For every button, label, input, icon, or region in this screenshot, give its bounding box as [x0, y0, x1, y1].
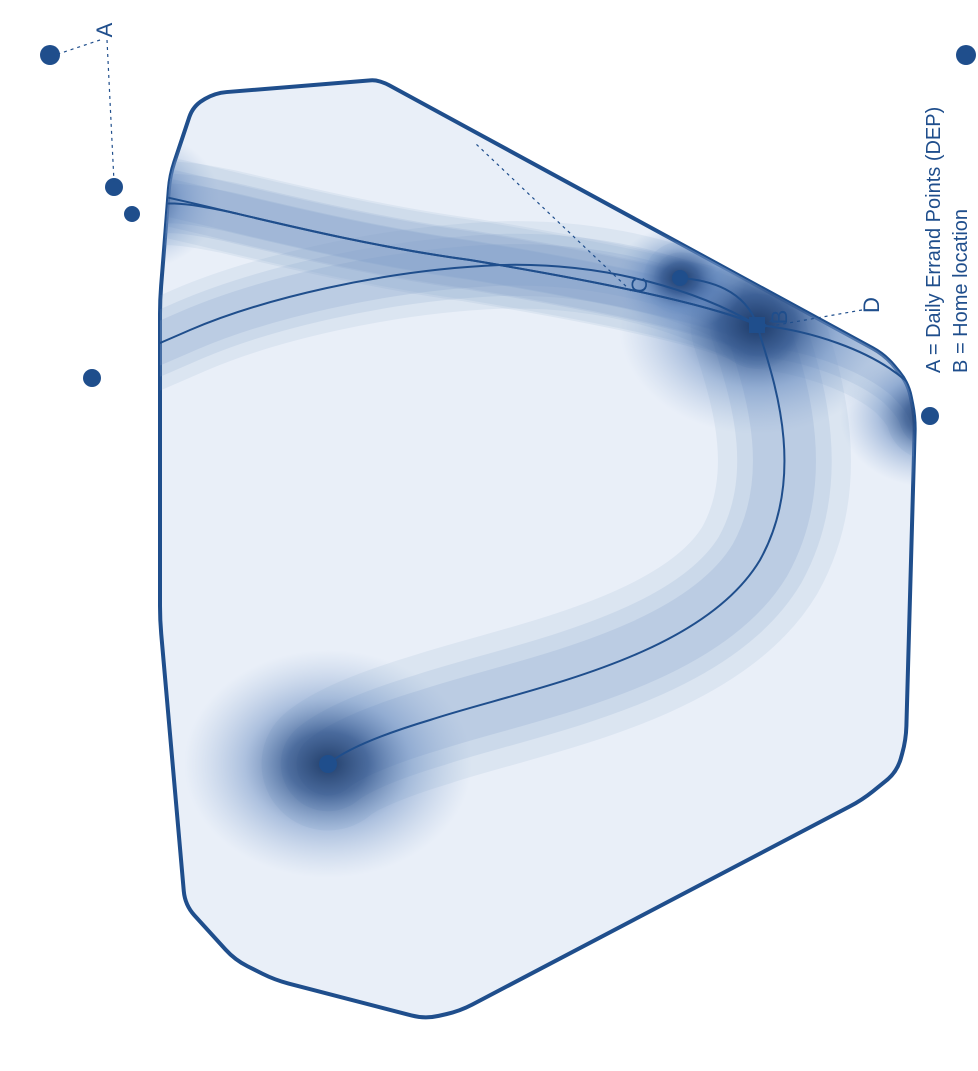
annotation-label-a: A: [92, 23, 118, 38]
legend: A = Daily Errand Points (DEP) B = Home l…: [921, 47, 978, 373]
home-marker: [749, 317, 765, 333]
annotation-label-b: B: [767, 310, 793, 325]
annotation-label-d: D: [859, 297, 885, 313]
legend-line: B = Home location: [948, 47, 975, 373]
diagram-svg: [0, 0, 978, 1071]
diagram-stage: A B C D A = Daily Errand Points (DEP) B …: [0, 0, 978, 1071]
legend-line: A = Daily Errand Points (DEP): [921, 47, 948, 373]
annotation-label-c: C: [627, 277, 653, 293]
